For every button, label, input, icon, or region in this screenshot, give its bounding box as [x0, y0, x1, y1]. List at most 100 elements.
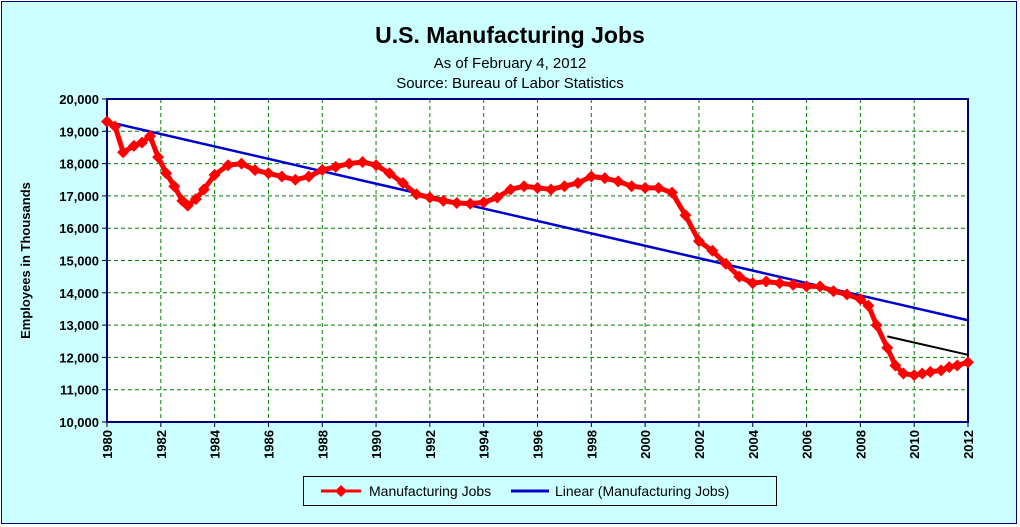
- chart-title: U.S. Manufacturing Jobs: [375, 22, 645, 48]
- data-point: [787, 278, 800, 291]
- legend-label-manufacturing: Manufacturing Jobs: [369, 483, 492, 499]
- data-point: [302, 170, 315, 183]
- data-point: [316, 164, 329, 177]
- data-point: [117, 146, 130, 159]
- data-point: [908, 369, 921, 382]
- data-point: [962, 356, 974, 369]
- y-tick-label: 10,000: [59, 415, 99, 430]
- x-tick-label: 1986: [261, 430, 276, 459]
- y-axis-label: Employees in Thousands: [18, 182, 33, 339]
- data-point: [706, 244, 719, 257]
- data-point: [410, 188, 423, 201]
- data-point: [289, 173, 302, 186]
- data-point: [692, 235, 705, 248]
- y-tick-label: 19,000: [59, 124, 99, 139]
- legend-line-linear-icon: [511, 489, 549, 493]
- data-point: [598, 172, 611, 185]
- y-tick-label: 18,000: [59, 157, 99, 172]
- data-point: [109, 120, 122, 133]
- data-point: [827, 285, 840, 298]
- data-point: [437, 194, 450, 207]
- x-tick-label: 2012: [961, 430, 976, 459]
- data-point: [531, 181, 544, 194]
- data-point: [396, 176, 409, 189]
- data-point: [383, 167, 396, 180]
- data-point: [881, 341, 894, 354]
- legend: Manufacturing Jobs Linear (Manufacturing…: [303, 476, 777, 506]
- legend-label-linear: Linear (Manufacturing Jobs): [555, 483, 730, 499]
- data-point: [916, 367, 929, 380]
- data-point: [168, 180, 181, 193]
- data-point: [275, 170, 288, 183]
- plot-border: [106, 98, 969, 423]
- data-point: [450, 197, 463, 210]
- data-point: [666, 186, 679, 199]
- data-point: [889, 359, 902, 372]
- y-tick-label: 11,000: [60, 383, 99, 398]
- data-point: [491, 191, 504, 204]
- data-point: [370, 159, 383, 172]
- data-point: [943, 361, 956, 374]
- data-point: [625, 180, 638, 193]
- data-point: [504, 183, 517, 196]
- data-point: [222, 159, 235, 172]
- data-point: [477, 196, 490, 209]
- x-tick-label: 1980: [100, 430, 115, 459]
- x-tick-label: 1984: [208, 429, 223, 459]
- y-tick-label: 12,000: [59, 350, 99, 365]
- data-point: [897, 367, 910, 380]
- data-point: [773, 277, 786, 290]
- data-point: [160, 167, 173, 180]
- data-point: [733, 270, 746, 283]
- y-tick-label: 14,000: [59, 286, 99, 301]
- data-point: [144, 130, 157, 143]
- data-point: [800, 280, 813, 293]
- x-tick-label: 2002: [692, 430, 707, 459]
- y-tick-label: 20,000: [59, 92, 99, 107]
- y-tick-label: 17,000: [59, 189, 99, 204]
- chart-subtitle-source: Source: Bureau of Labor Statistics: [396, 75, 624, 92]
- x-tick-label: 2004: [746, 429, 761, 459]
- data-point: [329, 160, 342, 173]
- y-tick-label: 15,000: [59, 254, 99, 269]
- data-point: [746, 277, 759, 290]
- data-point: [639, 181, 652, 194]
- data-point: [197, 183, 210, 196]
- x-tick-label: 2000: [638, 430, 653, 459]
- data-point: [924, 365, 937, 378]
- data-point: [760, 275, 773, 288]
- extrapolation-line: [887, 335, 969, 356]
- x-tick-label: 1982: [154, 430, 169, 459]
- data-point: [951, 359, 964, 372]
- data-point: [518, 180, 531, 193]
- data-point: [558, 180, 571, 193]
- data-point: [343, 157, 356, 170]
- x-tick-label: 1990: [369, 430, 384, 459]
- data-point: [262, 167, 275, 180]
- data-point: [189, 193, 202, 206]
- x-tick-label: 1996: [531, 430, 546, 459]
- legend-item-linear: Linear (Manufacturing Jobs): [509, 483, 729, 499]
- data-point: [101, 115, 113, 128]
- data-point: [862, 299, 875, 312]
- data-point: [719, 257, 732, 270]
- data-point: [544, 183, 557, 196]
- chart-subtitle-date: As of February 4, 2012: [433, 55, 587, 72]
- data-point: [152, 151, 165, 164]
- x-tick-label: 2008: [853, 430, 868, 459]
- data-point: [181, 199, 194, 212]
- data-point: [652, 181, 665, 194]
- data-point: [135, 136, 148, 149]
- data-point: [464, 197, 477, 210]
- data-point: [571, 176, 584, 189]
- legend-item-manufacturing: Manufacturing Jobs: [319, 483, 491, 499]
- data-point: [679, 209, 692, 222]
- y-tick-label: 13,000: [59, 318, 99, 333]
- data-point: [854, 293, 867, 306]
- x-tick-label: 2010: [907, 430, 922, 459]
- data-point: [585, 170, 598, 183]
- data-point: [208, 168, 221, 181]
- data-point: [870, 319, 883, 332]
- data-point: [248, 164, 261, 177]
- legend-marker-manufacturing-icon: [321, 485, 361, 497]
